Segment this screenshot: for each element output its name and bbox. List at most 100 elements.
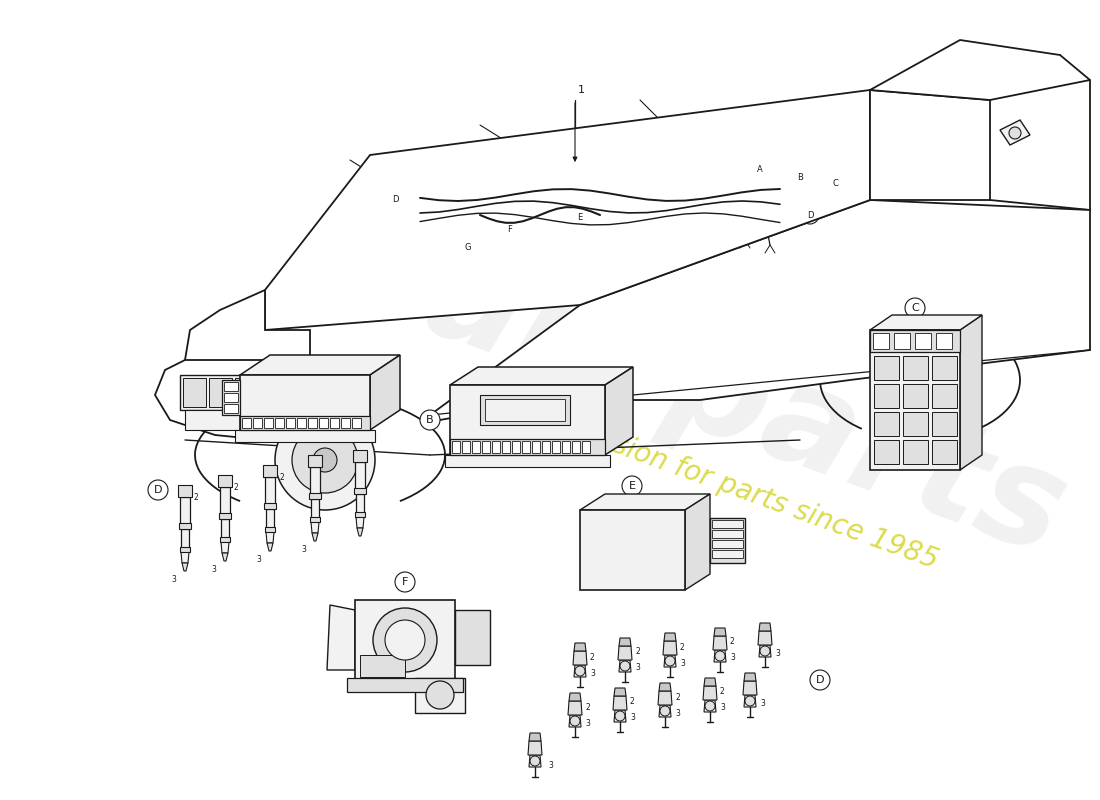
Text: 3: 3 <box>730 654 735 662</box>
Bar <box>572 441 580 453</box>
Bar <box>253 418 262 428</box>
Bar <box>265 477 275 505</box>
Text: 3: 3 <box>776 649 780 658</box>
Text: 3: 3 <box>680 658 685 667</box>
Bar <box>874 384 899 408</box>
Circle shape <box>666 656 675 666</box>
Text: C: C <box>832 178 838 187</box>
Polygon shape <box>704 700 716 712</box>
Polygon shape <box>605 367 632 455</box>
Text: 2: 2 <box>324 463 329 472</box>
Text: 3: 3 <box>170 575 176 584</box>
Text: 3: 3 <box>301 545 306 554</box>
Bar <box>710 518 745 563</box>
Bar <box>285 412 305 428</box>
Bar <box>355 512 365 517</box>
Bar <box>903 384 928 408</box>
Bar <box>222 380 240 415</box>
Bar <box>485 399 565 421</box>
Bar <box>360 655 405 677</box>
Text: 2: 2 <box>279 473 284 482</box>
Text: 2: 2 <box>630 698 635 706</box>
Polygon shape <box>178 485 192 497</box>
Polygon shape <box>569 715 581 727</box>
Bar <box>330 418 339 428</box>
Circle shape <box>615 711 625 721</box>
Circle shape <box>575 666 585 676</box>
Circle shape <box>660 706 670 716</box>
Polygon shape <box>267 543 273 551</box>
Text: 2: 2 <box>720 687 725 697</box>
Polygon shape <box>685 494 710 590</box>
Polygon shape <box>658 691 672 705</box>
Bar <box>354 488 366 494</box>
Bar <box>415 678 465 713</box>
Bar <box>235 430 375 442</box>
Text: A: A <box>757 166 763 174</box>
Bar <box>319 418 328 428</box>
Circle shape <box>426 681 454 709</box>
Polygon shape <box>614 688 626 696</box>
Polygon shape <box>870 40 1090 100</box>
Bar <box>712 530 743 538</box>
Bar <box>240 375 370 430</box>
Bar <box>903 356 928 380</box>
Circle shape <box>208 392 228 412</box>
Polygon shape <box>218 475 232 487</box>
Bar <box>532 441 540 453</box>
Bar <box>264 503 276 509</box>
Polygon shape <box>182 552 189 563</box>
Bar <box>932 356 957 380</box>
Bar <box>542 441 550 453</box>
Bar <box>297 418 306 428</box>
Circle shape <box>893 358 947 412</box>
Text: 3: 3 <box>630 714 635 722</box>
Polygon shape <box>529 733 541 741</box>
Text: F: F <box>507 226 513 234</box>
Circle shape <box>373 608 437 672</box>
Circle shape <box>715 651 725 661</box>
Text: 3: 3 <box>590 669 595 678</box>
Circle shape <box>1009 127 1021 139</box>
Bar <box>352 418 361 428</box>
Bar <box>265 527 275 532</box>
Text: G: G <box>464 243 471 253</box>
Circle shape <box>385 620 425 660</box>
Text: A: A <box>214 397 222 407</box>
Text: D: D <box>392 195 398 205</box>
Circle shape <box>314 448 337 472</box>
Bar <box>235 378 258 407</box>
Bar <box>264 418 273 428</box>
Bar <box>455 610 490 665</box>
Bar <box>582 441 590 453</box>
Bar <box>341 418 350 428</box>
Polygon shape <box>185 290 310 390</box>
Circle shape <box>810 670 830 690</box>
Bar <box>492 441 500 453</box>
Circle shape <box>571 209 588 227</box>
Bar <box>309 493 321 499</box>
Polygon shape <box>312 533 318 541</box>
Bar <box>224 382 238 391</box>
Circle shape <box>292 427 358 493</box>
Bar <box>240 416 370 430</box>
Text: 2: 2 <box>730 638 735 646</box>
Bar <box>712 520 743 528</box>
Polygon shape <box>182 563 188 571</box>
Text: 3: 3 <box>585 718 590 727</box>
Polygon shape <box>759 623 771 631</box>
Polygon shape <box>574 665 586 677</box>
Bar <box>220 537 230 542</box>
Polygon shape <box>870 90 990 200</box>
Polygon shape <box>263 465 277 477</box>
Polygon shape <box>758 631 772 645</box>
Polygon shape <box>713 636 727 650</box>
Text: D: D <box>154 485 163 495</box>
Circle shape <box>905 298 925 318</box>
Polygon shape <box>221 542 229 553</box>
Bar <box>580 510 685 590</box>
Bar <box>183 378 206 407</box>
Circle shape <box>801 206 820 224</box>
Bar <box>874 412 899 436</box>
Bar <box>224 393 238 402</box>
